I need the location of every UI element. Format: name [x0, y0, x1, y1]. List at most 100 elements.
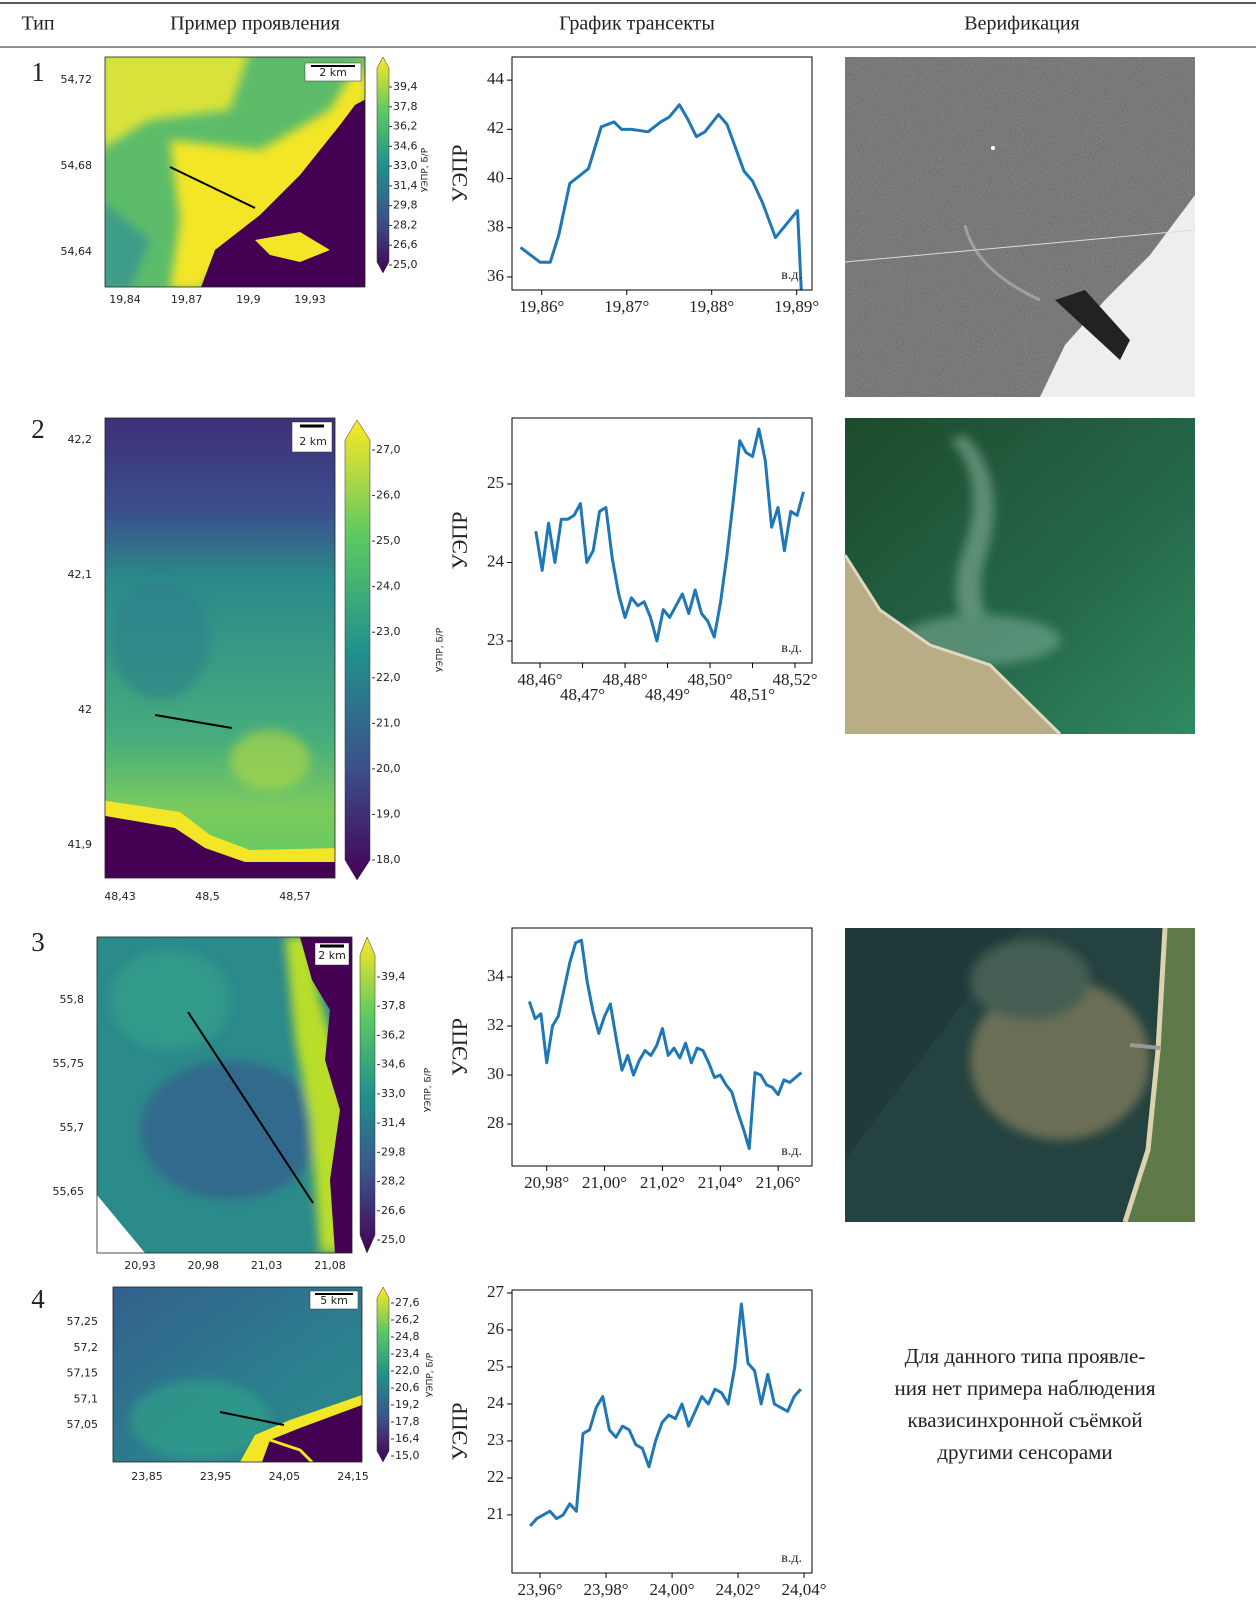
- colorbar-label: УЭПР, Б/Р: [426, 1352, 436, 1397]
- map-y-tick-label: 54,72: [61, 73, 93, 86]
- y-tick-label: 30: [487, 1064, 504, 1083]
- map-y-tick-label: 55,75: [53, 1057, 85, 1070]
- colorbar-tick-label: 33,0: [393, 159, 418, 172]
- map-frame: [96, 936, 353, 1254]
- map-y-tick-label: 42,2: [68, 433, 93, 446]
- x-tick-label: 48,50°: [687, 670, 732, 689]
- colorbar-tick-label: 28,2: [381, 1175, 406, 1188]
- map-y-tick-label: 54,64: [61, 245, 93, 258]
- plot-frame: [511, 1289, 813, 1574]
- verification-image: [844, 57, 1196, 397]
- colorbar-tick-label: 25,0: [381, 1233, 406, 1246]
- axis-annotation: в.д.: [781, 1144, 802, 1159]
- row-number: 1: [31, 57, 45, 87]
- map-x-tick-label: 23,85: [131, 1470, 163, 1483]
- transect-line: [527, 938, 803, 1151]
- colorbar: [344, 419, 371, 881]
- transect-chart: 36 38 40 42 44 19,86° 19,87° 19,88° 19,89° УЭПР в.…: [447, 56, 819, 316]
- x-tick-label: 19,86°: [519, 297, 564, 316]
- map-y-tick-label: 57,05: [67, 1418, 99, 1431]
- map-x-tick-label: 19,9: [236, 293, 261, 306]
- map-image: [105, 57, 365, 287]
- scale-bar-label: 2 km: [299, 435, 327, 448]
- x-tick-label: 19,88°: [689, 297, 734, 316]
- axis-annotation: в.д.: [781, 268, 802, 283]
- y-tick-label: 25: [487, 1356, 504, 1375]
- plot-frame: [511, 927, 813, 1167]
- map-frame: [112, 1286, 363, 1463]
- x-tick-label: 48,49°: [645, 685, 690, 704]
- map-x-tick-label: 24,15: [337, 1470, 369, 1483]
- y-tick-label: 24: [487, 1393, 505, 1412]
- colorbar-tick-label: 20,0: [376, 762, 401, 775]
- colorbar-tick-label: 16,4: [395, 1432, 420, 1445]
- axis-annotation: в.д.: [781, 1551, 802, 1566]
- x-tick-label: 48,46°: [518, 670, 563, 689]
- transect-line: [534, 427, 805, 643]
- verification-note: другими сенсорами: [937, 1440, 1112, 1464]
- colorbar-tick-label: 17,8: [395, 1415, 420, 1428]
- colorbar-tick-label: 34,6: [393, 139, 418, 152]
- colorbar-tick-label: 24,0: [376, 580, 401, 593]
- map-x-tick-label: 20,93: [124, 1259, 156, 1272]
- colorbar-label: УЭПР, Б/Р: [421, 147, 431, 192]
- map-x-tick-label: 48,5: [195, 890, 220, 903]
- colorbar: [376, 1286, 390, 1463]
- map-y-tick-label: 57,1: [74, 1392, 99, 1405]
- y-tick-label: 26: [487, 1319, 504, 1338]
- map-frame: [104, 56, 366, 288]
- verification-note: Для данного типа проявле-: [905, 1344, 1146, 1368]
- x-tick-label: 21,00°: [582, 1173, 627, 1192]
- colorbar: [376, 56, 390, 274]
- colorbar-tick-label: 39,4: [381, 970, 406, 983]
- header-cell: Верификация: [964, 13, 1079, 35]
- y-tick-label: 23: [487, 1430, 504, 1449]
- map-x-tick-label: 48,43: [104, 890, 136, 903]
- colorbar-tick-label: 25,0: [376, 534, 401, 547]
- map-x-tick-label: 48,57: [279, 890, 311, 903]
- plot-frame: [511, 56, 813, 291]
- colorbar-label: УЭПР, Б/Р: [424, 1067, 434, 1112]
- y-axis-label: УЭПР: [447, 1403, 472, 1461]
- map-frame: [104, 417, 336, 879]
- map-x-tick-label: 19,84: [109, 293, 141, 306]
- colorbar-tick-label: 37,8: [393, 100, 418, 113]
- y-tick-label: 38: [487, 217, 504, 236]
- map-y-tick-label: 42,1: [68, 568, 93, 581]
- transect-chart: 21 22 23 24 25 26 27 23,96° 23,98° 24,00° 24,02° 24…: [447, 1282, 827, 1599]
- colorbar-tick-label: 22,0: [395, 1364, 420, 1377]
- map-x-tick-label: 20,98: [188, 1259, 220, 1272]
- transect-line: [187, 1011, 314, 1204]
- colorbar-tick-label: 27,6: [395, 1296, 420, 1309]
- colorbar-tick-label: 29,8: [381, 1145, 406, 1158]
- x-tick-label: 24,00°: [650, 1580, 695, 1599]
- y-tick-label: 23: [487, 630, 504, 649]
- colorbar-tick-label: 39,4: [393, 80, 418, 93]
- transect-line: [519, 103, 803, 290]
- y-axis-label: УЭПР: [447, 145, 472, 203]
- row-number: 2: [31, 414, 45, 444]
- y-tick-label: 25: [487, 473, 504, 492]
- x-tick-label: 23,96°: [518, 1580, 563, 1599]
- map-x-tick-label: 23,95: [200, 1470, 232, 1483]
- colorbar-tick-label: 27,0: [376, 443, 401, 456]
- colorbar-tick-label: 21,0: [376, 716, 401, 729]
- map-x-tick-label: 21,08: [314, 1259, 346, 1272]
- map-y-tick-label: 55,7: [60, 1121, 85, 1134]
- y-tick-label: 36: [487, 266, 504, 285]
- transect-line: [219, 1411, 285, 1426]
- colorbar-tick-label: 20,6: [395, 1381, 420, 1394]
- map-y-tick-label: 57,15: [67, 1367, 99, 1380]
- header-cell: График трансекты: [559, 13, 715, 35]
- colorbar-tick-label: 26,2: [395, 1313, 420, 1326]
- colorbar-tick-label: 28,2: [393, 218, 418, 231]
- colorbar-tick-label: 23,0: [376, 625, 401, 638]
- x-tick-label: 21,06°: [756, 1173, 801, 1192]
- colorbar-tick-label: 26,6: [381, 1204, 406, 1217]
- colorbar-tick-label: 22,0: [376, 671, 401, 684]
- scale-bar-label: 5 km: [320, 1294, 348, 1307]
- map-y-tick-label: 55,65: [53, 1185, 85, 1198]
- verification-note: квазисинхронной съёмкой: [907, 1408, 1142, 1432]
- map-x-tick-label: 21,03: [251, 1259, 283, 1272]
